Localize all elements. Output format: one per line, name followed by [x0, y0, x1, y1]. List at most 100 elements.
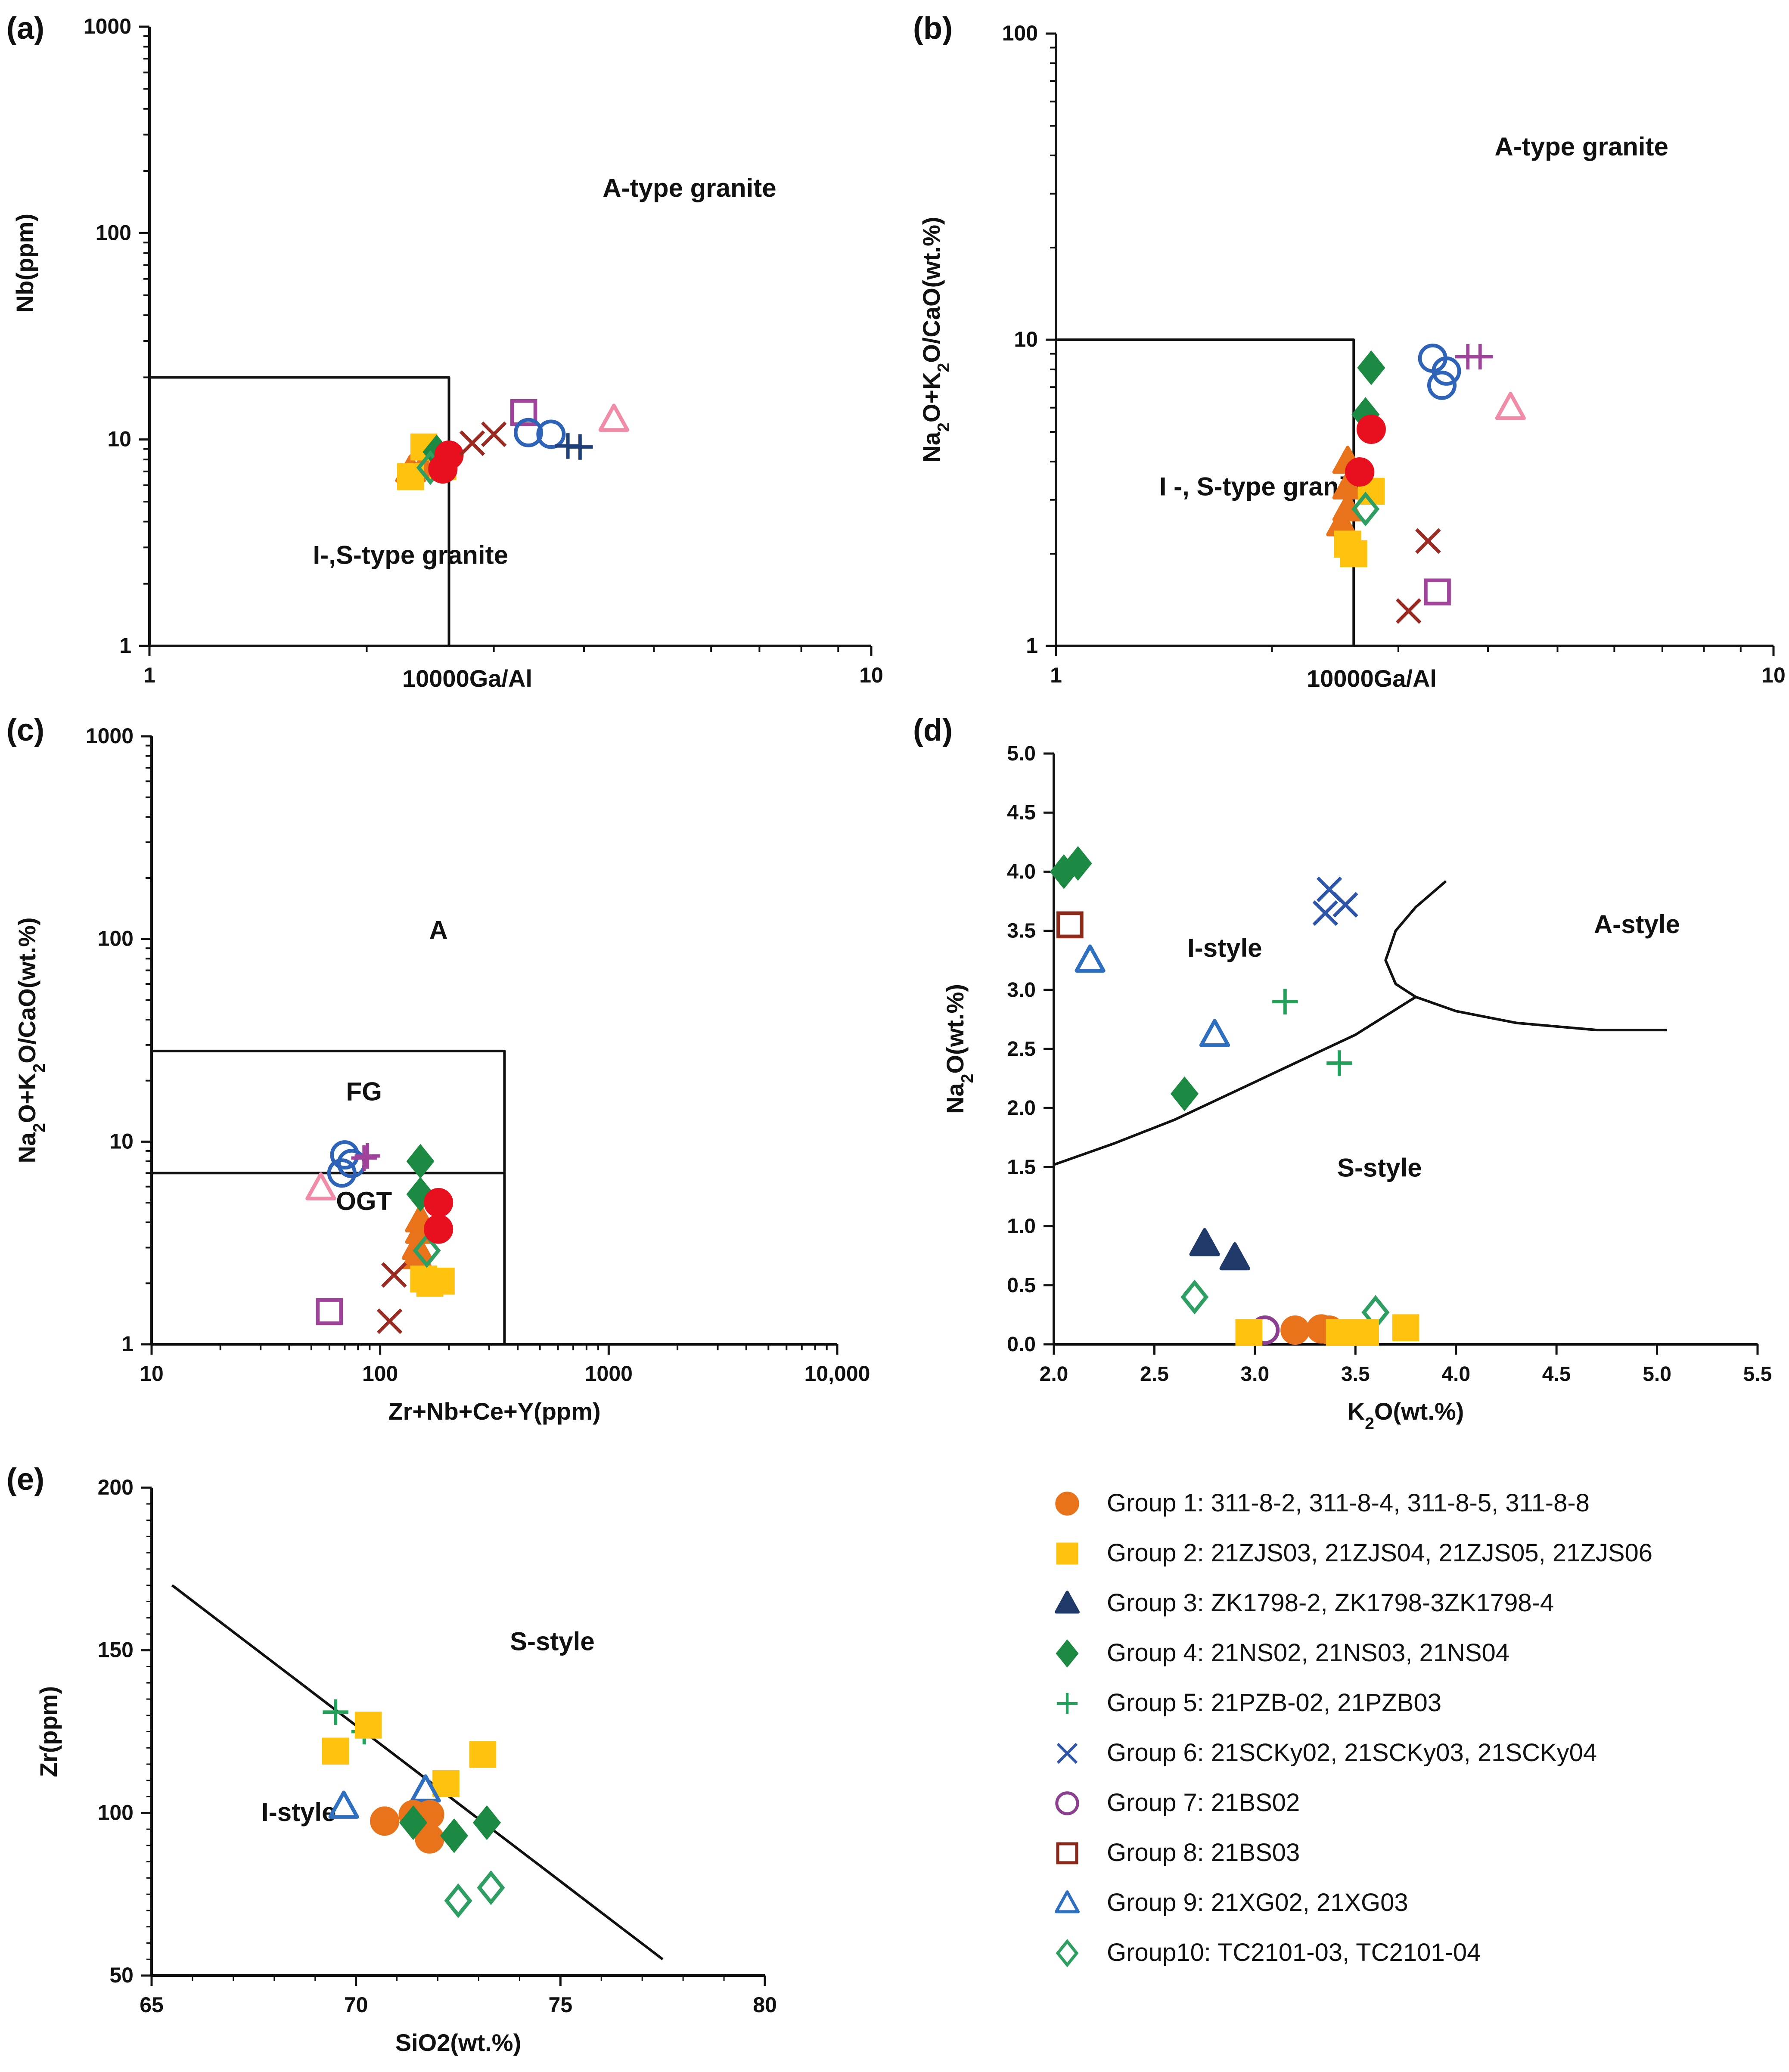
data-point: [305, 1172, 336, 1200]
y-axis-title: Nb(ppm): [11, 214, 38, 313]
x-axis-title: K2O(wt.%): [1348, 1398, 1464, 1433]
y-tick-label: 10: [107, 427, 131, 451]
boundary-line-0: [171, 1584, 664, 1960]
data-point: [323, 1699, 348, 1725]
data-point: [1312, 900, 1339, 926]
boundary-line-2: [1415, 996, 1667, 1032]
region-label: I-style: [1187, 934, 1262, 962]
data-point: [1235, 1319, 1263, 1346]
y-tick-label: 100: [96, 220, 131, 245]
legend-label: Group 5: 21PZB-02, 21PZB03: [1107, 1689, 1441, 1717]
legend-label: Group 9: 21XG02, 21XG03: [1107, 1889, 1408, 1917]
boundary-line-0: [1053, 996, 1416, 1166]
x-axis-title: Zr+Nb+Ce+Y(ppm): [388, 1398, 600, 1425]
data-point: [1467, 344, 1493, 370]
legend-label: Group 2: 21ZJS03, 21ZJS04, 21ZJS05, 21ZJ…: [1107, 1539, 1652, 1567]
data-point: [1432, 356, 1461, 386]
x-tick-label: 1: [143, 663, 155, 687]
y-axis-title: Na2O+K2O/CaO(wt.%): [918, 217, 953, 462]
data-point: [316, 1298, 343, 1325]
y-tick-label: 100: [1002, 21, 1038, 45]
legend-marker: [1054, 1591, 1080, 1614]
chart-panel-a: (a) 1 10 1 10 100 1000 10000Ga/Al Nb(ppm) A-type …: [6, 11, 883, 692]
data-point: [424, 1214, 453, 1244]
legend-marker: [1056, 1693, 1078, 1714]
x-tick-label: 10: [140, 1362, 164, 1386]
data-point: [444, 1883, 472, 1918]
chart-panel-e: (e) 65 70 75 80 50 100 150 200 SiO2(wt.%) Zr(ppm) S…: [6, 1462, 777, 2056]
x-tick-label: 75: [549, 1993, 573, 2017]
data-point: [1199, 1019, 1230, 1047]
data-point: [1326, 1050, 1352, 1076]
y-tick-label: 1.5: [1007, 1156, 1036, 1179]
data-point: [351, 1145, 377, 1171]
data-point: [536, 419, 566, 449]
boundary-line-0: [149, 376, 450, 646]
y-tick-label: 4.0: [1007, 860, 1036, 883]
chart-panel-d: (d) 2.0 2.5 3.0 3.5 4.0 4.5 5.0 5.5 0.0 0.5 1.0 1.5 2…: [913, 713, 1772, 1433]
data-point: [397, 463, 424, 490]
y-tick-label: 100: [98, 1800, 134, 1824]
x-tick-label: 2.0: [1040, 1363, 1068, 1386]
data-point: [598, 403, 630, 432]
data-point: [328, 1790, 359, 1819]
data-point: [424, 1188, 453, 1218]
y-tick-label: 4.5: [1007, 801, 1036, 824]
region-label: A-type granite: [1494, 132, 1668, 161]
data-point: [1495, 392, 1526, 420]
y-tick-label: 10: [109, 1129, 134, 1153]
data-point: [432, 1770, 460, 1797]
boundary-line-0: [152, 1049, 506, 1344]
legend-label: Group 7: 21BS02: [1107, 1789, 1300, 1817]
legend-label: Group10: TC2101-03, TC2101-04: [1107, 1939, 1481, 1967]
x-tick-label: 4.5: [1542, 1363, 1571, 1386]
y-tick-label: 100: [98, 927, 134, 951]
legend-marker: [1056, 1842, 1078, 1864]
data-point: [469, 1741, 497, 1768]
chart-panel-b: (b) 1 10 1 10 100 10000Ga/Al Na2O+K2O/CaO(wt.%)…: [913, 11, 1786, 692]
x-tick-label: 65: [140, 1993, 164, 2017]
boundary-line-1: [1384, 880, 1447, 998]
x-tick-label: 1: [1050, 663, 1062, 687]
y-tick-label: 0.5: [1007, 1274, 1036, 1297]
x-tick-label: 3.0: [1240, 1363, 1269, 1386]
legend-marker: [1055, 1492, 1079, 1516]
x-tick-label: 10: [859, 663, 883, 687]
region-label: OGT: [336, 1187, 392, 1216]
x-tick-label: 2.5: [1140, 1363, 1169, 1386]
x-axis-title: 10000Ga/Al: [1307, 665, 1437, 692]
data-point: [1357, 350, 1385, 385]
data-point: [1272, 989, 1298, 1014]
y-tick-label: 1000: [84, 14, 131, 38]
legend-marker: [1056, 1639, 1079, 1668]
data-point: [481, 421, 507, 447]
data-point: [381, 1262, 407, 1288]
region-label: I-,S-type granite: [313, 540, 508, 569]
data-point: [567, 434, 593, 460]
region-label: FG: [346, 1077, 382, 1106]
legend: Group 1: 311-8-2, 311-8-4, 311-8-5, 311-…: [1054, 1489, 1652, 1967]
legend-label: Group 4: 21NS02, 21NS03, 21NS04: [1107, 1639, 1509, 1667]
legend-label: Group 8: 21BS03: [1107, 1839, 1300, 1867]
x-tick-label: 70: [344, 1993, 368, 2017]
data-point: [1064, 846, 1092, 881]
data-point: [1351, 491, 1380, 527]
data-point: [1280, 1315, 1310, 1345]
region-label: A-type granite: [603, 174, 776, 202]
x-tick-label: 5.5: [1743, 1363, 1772, 1386]
region-label: S-style: [1337, 1153, 1422, 1182]
data-point: [1392, 1314, 1419, 1341]
legend-label: Group 3: ZK1798-2, ZK1798-3ZK1798-4: [1107, 1589, 1554, 1617]
y-tick-label: 2.0: [1007, 1097, 1036, 1120]
y-tick-label: 200: [98, 1475, 134, 1499]
panel-label-d: (d): [913, 713, 953, 748]
data-point: [459, 430, 485, 456]
y-tick-label: 150: [98, 1638, 134, 1662]
legend-marker: [1056, 1939, 1079, 1967]
legend-label: Group 1: 311-8-2, 311-8-4, 311-8-5, 311-…: [1107, 1489, 1590, 1517]
data-point: [1170, 1076, 1199, 1111]
panel-label-b: (b): [913, 11, 953, 46]
legend-label: Group 6: 21SCKy02, 21SCKy03, 21SCKy04: [1107, 1739, 1597, 1767]
data-point: [327, 1158, 357, 1188]
x-axis-title: SiO2(wt.%): [395, 2029, 521, 2056]
